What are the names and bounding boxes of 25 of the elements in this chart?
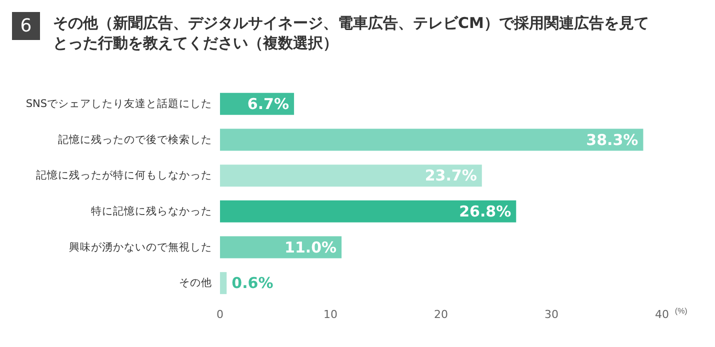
- y-tick-label: 興味が湧かないので無視した: [69, 240, 212, 254]
- x-tick-label: 40: [655, 308, 669, 321]
- x-axis-title: (%): [674, 306, 688, 316]
- x-tick-label: 10: [324, 308, 338, 321]
- y-tick-label: 特に記憶に残らなかった: [91, 204, 212, 218]
- bar: [220, 236, 342, 258]
- y-tick-label: 記憶に残ったが特に何もしなかった: [36, 168, 212, 182]
- data-label: 6.7%: [247, 94, 290, 113]
- text: 6: [20, 16, 32, 36]
- x-tick-label: 20: [434, 308, 448, 321]
- x-tick-label: 0: [216, 308, 224, 321]
- bar: [220, 272, 227, 294]
- y-tick-label: その他: [179, 277, 212, 290]
- chart-title: その他（新聞広告、デジタルサイネージ、電車広告、テレビCM）で採用関連広告を見てとった行動を教えてください（複数選択）: [53, 14, 649, 52]
- bar: [220, 128, 644, 151]
- bar: [220, 164, 482, 187]
- data-label: 23.7%: [424, 166, 477, 185]
- data-label: 26.8%: [459, 202, 512, 220]
- y-tick-label: 記憶に残ったので後で検索した: [58, 132, 212, 146]
- x-tick-label: 30: [544, 308, 558, 321]
- bar: [220, 200, 516, 222]
- data-label: 0.6%: [232, 274, 274, 292]
- data-label: 38.3%: [586, 130, 638, 149]
- data-label: 11.0%: [284, 238, 337, 256]
- y-tick-label: SNSでシェアしたり友達と話題にした: [26, 96, 212, 110]
